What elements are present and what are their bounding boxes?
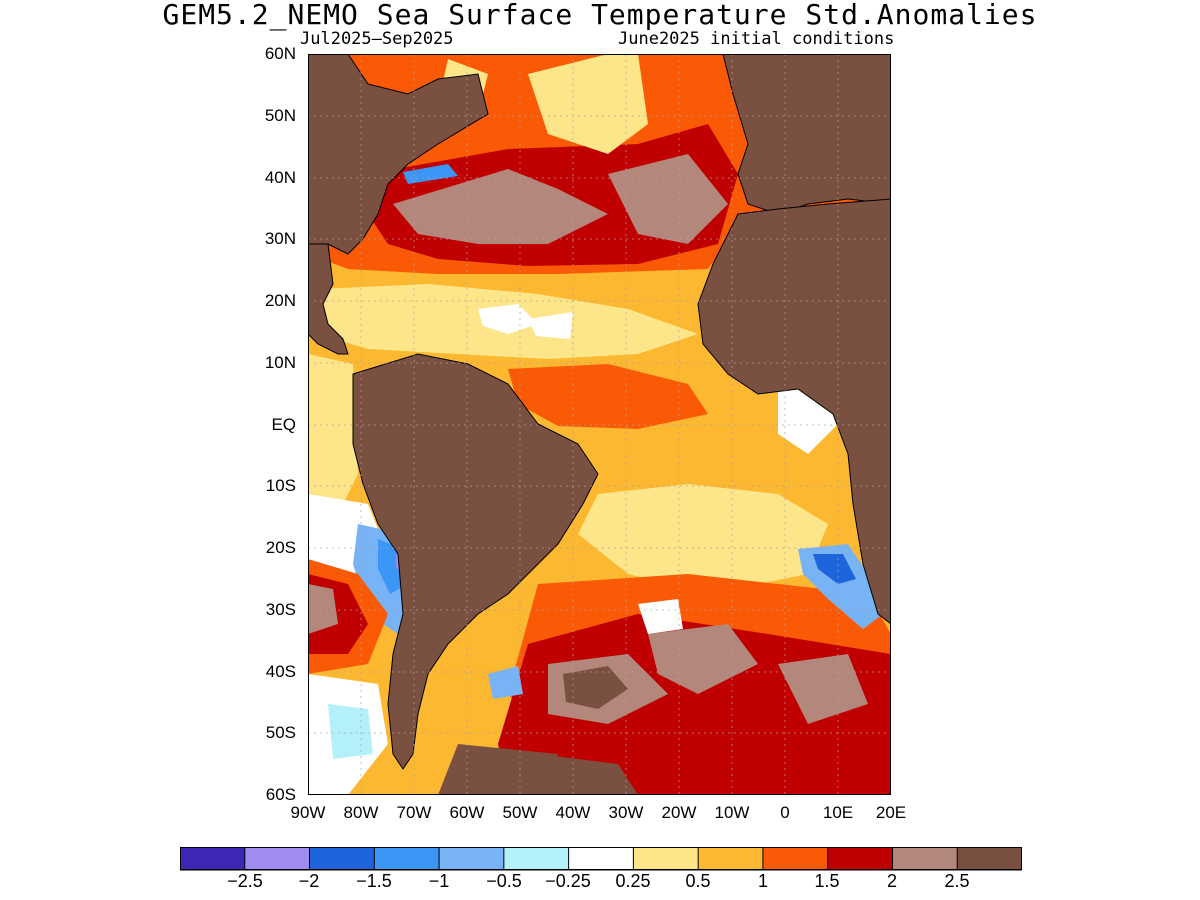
colorbar-swatch bbox=[568, 847, 635, 871]
land-europe bbox=[722, 54, 891, 215]
lat-label: 40S bbox=[265, 662, 296, 681]
lat-label: 60S bbox=[265, 785, 296, 804]
map-frame bbox=[308, 54, 891, 795]
colorbar-swatch bbox=[956, 847, 1022, 871]
colorbar-label: 1.5 bbox=[814, 871, 840, 891]
anomaly-patch-extreme-south-2 bbox=[648, 624, 758, 694]
anomaly-patch-extreme-pacific-south bbox=[308, 584, 338, 634]
lat-label: 20N bbox=[264, 291, 296, 310]
colorbar-swatch bbox=[632, 847, 700, 871]
colorbar-label: 0.25 bbox=[615, 871, 651, 891]
anomaly-patch-neutral-tropics-2 bbox=[528, 312, 573, 339]
colorbar-label: 0.5 bbox=[685, 871, 711, 891]
colorbar-label: 2 bbox=[886, 871, 897, 891]
lat-label: 10S bbox=[265, 476, 296, 495]
anomaly-patch-light-pacific bbox=[308, 354, 358, 524]
colorbar-swatch bbox=[827, 847, 894, 871]
sst-anomaly-map bbox=[308, 54, 891, 795]
colorbar-swatch bbox=[180, 847, 246, 871]
anomaly-patch-land-toned-south-2 bbox=[438, 744, 558, 795]
colorbar-label: −0.5 bbox=[486, 871, 522, 891]
anomaly-patch-extreme-north-2 bbox=[608, 154, 728, 244]
lon-label: 70W bbox=[396, 803, 432, 822]
lon-label: 30W bbox=[608, 803, 644, 822]
colorbar bbox=[180, 847, 1022, 871]
anomaly-patch-extreme-north bbox=[393, 169, 608, 244]
lon-label: 50W bbox=[502, 803, 538, 822]
colorbar-swatch bbox=[309, 847, 376, 871]
forecast-period: Jul2025—Sep2025 bbox=[300, 29, 454, 49]
lat-label: EQ bbox=[271, 415, 296, 434]
land-antarctic-peninsula bbox=[538, 754, 638, 795]
lon-label: 40W bbox=[555, 803, 591, 822]
lon-label: 90W bbox=[290, 803, 326, 822]
colorbar-label: 2.5 bbox=[944, 871, 970, 891]
lat-label: 30N bbox=[264, 229, 296, 248]
anomaly-patch-neutral-tropics bbox=[478, 304, 538, 334]
initial-conditions-label: June2025 initial conditions bbox=[618, 29, 895, 49]
colorbar-swatch bbox=[697, 847, 764, 871]
lat-label: 60N bbox=[264, 44, 296, 63]
land-north-america bbox=[308, 54, 489, 255]
lon-label: 20E bbox=[875, 803, 907, 822]
lat-label: 20S bbox=[265, 538, 296, 557]
anomaly-patch-cold-benguela bbox=[813, 554, 856, 584]
lat-label: 40N bbox=[264, 168, 296, 187]
lat-label: 50S bbox=[265, 723, 296, 742]
land-central-america bbox=[308, 243, 349, 355]
lat-label: 50N bbox=[264, 106, 296, 125]
lon-label: 20W bbox=[661, 803, 697, 822]
colorbar-label: −0.25 bbox=[545, 871, 591, 891]
lon-label: 10W bbox=[714, 803, 750, 822]
colorbar-swatch bbox=[244, 847, 311, 871]
map-title: GEM5.2_NEMO Sea Surface Temperature Std.… bbox=[162, 0, 1038, 31]
colorbar-swatch bbox=[503, 847, 570, 871]
colorbar-label: −2 bbox=[298, 871, 320, 891]
colorbar-swatch bbox=[891, 847, 959, 871]
anomaly-patch-cool-gulf bbox=[403, 164, 458, 184]
lat-label: 10N bbox=[264, 353, 296, 372]
anomaly-patch-light-north bbox=[528, 54, 648, 154]
anomaly-patch-cool-pacific-south bbox=[328, 704, 373, 759]
land-africa bbox=[697, 198, 891, 625]
lon-label: 0 bbox=[780, 803, 790, 822]
lat-label: 30S bbox=[265, 600, 296, 619]
anomaly-patch-cool-south bbox=[488, 666, 523, 699]
colorbar-label: −1.5 bbox=[356, 871, 392, 891]
colorbar-label: −2.5 bbox=[227, 871, 263, 891]
colorbar-swatch bbox=[762, 847, 829, 871]
colorbar-swatch bbox=[438, 847, 505, 871]
lon-label: 60W bbox=[449, 803, 485, 822]
anomaly-patch-land-toned-south bbox=[563, 666, 628, 709]
anomaly-patch-warm-equatorial bbox=[508, 364, 708, 429]
lon-label: 10E bbox=[822, 803, 854, 822]
colorbar-label: 1 bbox=[757, 871, 768, 891]
colorbar-label: −1 bbox=[428, 871, 450, 891]
anomaly-patch-neutral-south-2 bbox=[638, 599, 683, 634]
graticule bbox=[308, 54, 891, 795]
anomaly-patch-light-south bbox=[578, 484, 828, 594]
lon-label: 80W bbox=[343, 803, 379, 822]
colorbar-swatch bbox=[373, 847, 441, 871]
